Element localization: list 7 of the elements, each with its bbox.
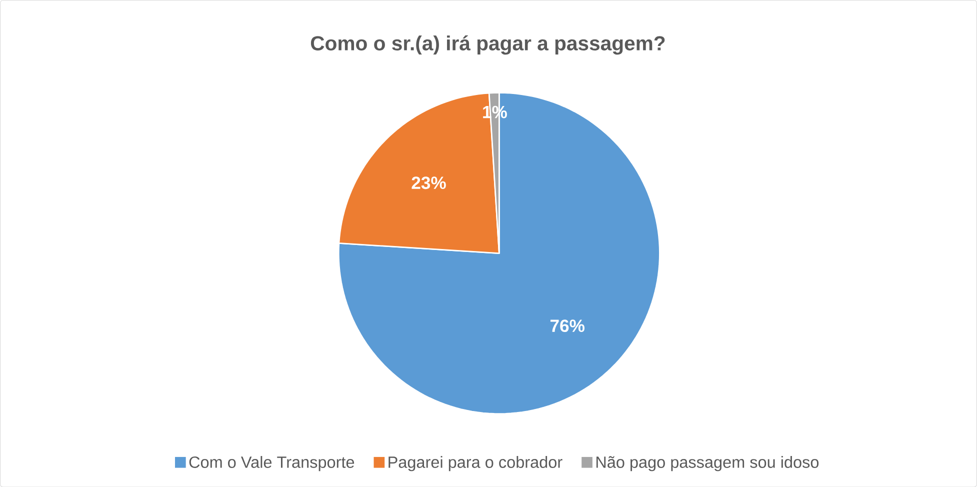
legend-label: Com o Vale Transporte	[189, 456, 354, 472]
chart-title: Como o sr.(a) irá pagar a passagem?	[310, 35, 665, 54]
data-label: 1%	[483, 106, 507, 118]
data-label: 76%	[550, 319, 584, 332]
data-label: 23%	[412, 176, 446, 189]
legend-label: Pagarei para o cobrador	[388, 456, 562, 472]
legend-label: Não pago passagem sou idoso	[596, 456, 819, 472]
